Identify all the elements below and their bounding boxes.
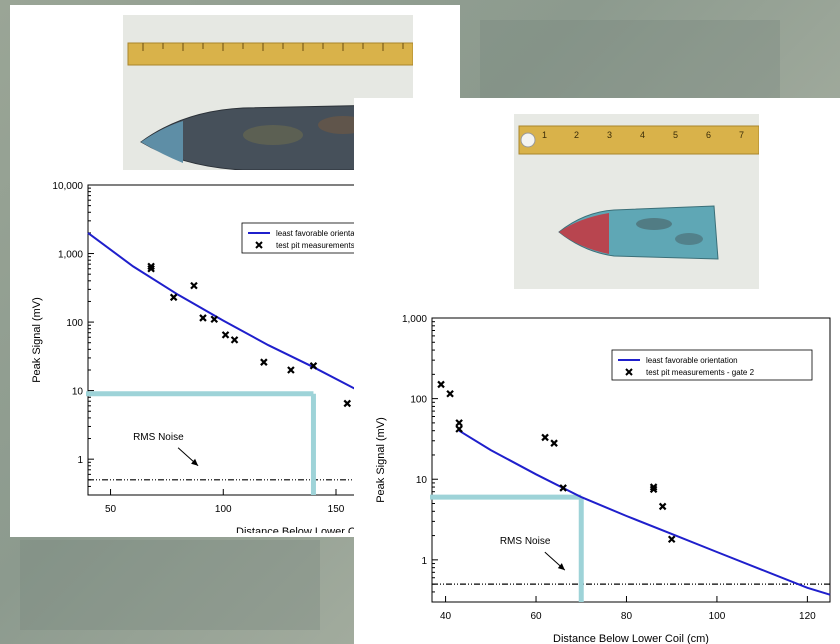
x-tick-label: 150 [328, 504, 345, 515]
series-line [458, 429, 831, 596]
legend-box [611, 349, 813, 381]
ruler-label: 2 [574, 130, 579, 140]
data-point-marker [147, 262, 155, 271]
y-tick-label: 10 [416, 475, 428, 486]
y-tick-label: 1,000 [58, 250, 83, 261]
data-point-marker [658, 502, 667, 511]
legend-marker-swatch [625, 368, 633, 376]
data-point-marker [230, 336, 239, 344]
x-axis-label: Distance Below Lower Coil (cm) [553, 633, 709, 644]
data-point-marker [455, 425, 463, 433]
y-tick-label: 10,000 [52, 181, 83, 192]
y-tick-label: 100 [410, 395, 427, 406]
ruler-label: 4 [640, 130, 645, 140]
legend-marker-swatch [255, 241, 263, 249]
ruler-label: 5 [673, 130, 678, 140]
x-tick-label: 120 [799, 611, 816, 622]
y-tick-label: 1,000 [402, 314, 427, 325]
slide-panel-right: 1 2 3 4 5 6 7 1,000 100 10 1 40 60 80 100 120 Dis… [354, 98, 840, 644]
ruler-label: 7 [739, 130, 744, 140]
data-point-marker [287, 366, 295, 374]
rms-noise-arrowhead [191, 458, 199, 466]
y-tick-label: 1 [421, 556, 427, 567]
data-point-marker [190, 281, 198, 290]
y-tick-label: 10 [72, 387, 84, 398]
rms-noise-label: RMS Noise [500, 536, 551, 547]
plot-frame [431, 317, 831, 603]
ruler-icon [127, 42, 413, 66]
ruler-icon [518, 125, 759, 155]
x-tick-label: 50 [105, 504, 117, 515]
photo-right-art: 1 2 3 4 5 6 7 [514, 114, 759, 289]
rms-noise-label: RMS Noise [133, 432, 184, 443]
x-tick-label: 100 [215, 504, 232, 515]
x-tick-label: 100 [709, 611, 726, 622]
y-axis-label: Peak Signal (mV) [375, 417, 387, 503]
legend-entry: least favorable orientation [276, 229, 368, 238]
data-point-marker [309, 362, 318, 370]
photo-left-art [123, 15, 413, 170]
legend-entry: test pit measurements [276, 241, 355, 250]
x-axis-label: Distance Below Lower Coil (cm) [236, 526, 392, 533]
y-tick-label: 100 [66, 318, 83, 329]
data-point-marker [559, 484, 567, 492]
data-point-marker [343, 399, 352, 408]
photo-left [123, 15, 413, 170]
data-point-marker [550, 439, 558, 447]
chart-right: 1,000 100 10 1 40 60 80 100 120 Distance Below Lo… [375, 314, 831, 644]
data-point-marker [210, 315, 219, 324]
photo-right: 1 2 3 4 5 6 7 [514, 114, 759, 289]
ruler-label: 1 [542, 130, 547, 140]
data-point-marker [649, 485, 658, 494]
data-point-marker [455, 419, 463, 427]
legend-entry: least favorable orientation [646, 356, 738, 365]
data-point-marker [169, 293, 178, 302]
x-tick-label: 40 [440, 611, 452, 622]
ruler-label: 3 [607, 130, 612, 140]
legend-entry: test pit measurements - gate 2 [646, 368, 755, 377]
x-tick-label: 80 [621, 611, 633, 622]
data-point-marker [446, 389, 454, 398]
rms-noise-arrowhead [557, 563, 565, 571]
data-point-marker [649, 483, 658, 491]
data-point-marker [541, 433, 549, 442]
x-tick-label: 60 [530, 611, 542, 622]
ruler-label: 6 [706, 130, 711, 140]
data-point-marker [221, 331, 230, 339]
background-block [20, 540, 320, 630]
plot-frame [87, 184, 460, 496]
data-point-marker [147, 264, 155, 273]
y-axis-label: Peak Signal (mV) [31, 297, 43, 383]
y-tick-label: 1 [77, 455, 83, 466]
data-point-marker [667, 535, 676, 544]
data-point-marker [437, 380, 445, 389]
data-point-marker [260, 358, 268, 366]
data-point-marker [199, 314, 207, 322]
